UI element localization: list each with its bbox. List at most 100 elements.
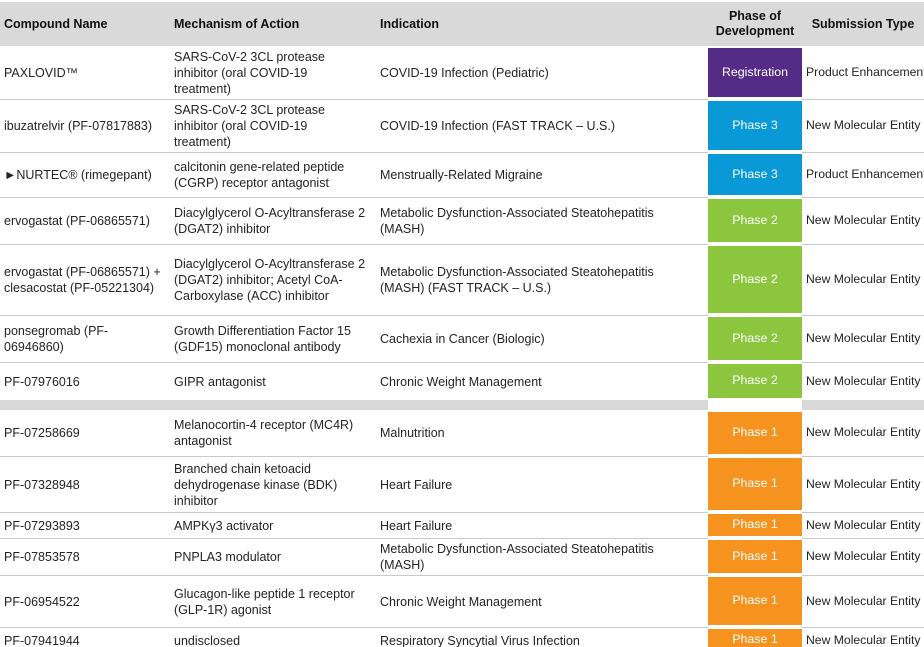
compound-cell: ervogastat (PF-06865571) + clesacostat (…	[0, 244, 170, 315]
phase-cell: Phase 2	[708, 315, 802, 362]
pipeline-table-body: PAXLOVID™ SARS-CoV-2 3CL protease inhibit…	[0, 46, 924, 647]
compound-cell: PF-07328948	[0, 456, 170, 512]
header-row: Compound Name Mechanism of Action Indica…	[0, 2, 924, 46]
separator-cell	[376, 400, 708, 410]
table-row: PF-07328948 Branched chain ketoacid dehyd…	[0, 456, 924, 512]
compound-cell: PF-07976016	[0, 362, 170, 400]
phase-badge: Phase 2	[708, 317, 802, 360]
phase-badge: Phase 1	[708, 629, 802, 647]
submission-cell: New Molecular Entity	[802, 456, 924, 512]
compound-cell: ►NURTEC® (rimegepant)	[0, 152, 170, 197]
table-row: PF-06954522 Glucagon-like peptide 1 recep…	[0, 575, 924, 627]
mechanism-cell: AMPKγ3 activator	[170, 512, 376, 538]
indication-cell: Metabolic Dysfunction-Associated Steatoh…	[376, 197, 708, 244]
indication-cell: Chronic Weight Management	[376, 575, 708, 627]
header-indication: Indication	[376, 2, 708, 46]
table-row: PF-07258669 Melanocortin-4 receptor (MC4R…	[0, 410, 924, 456]
section-separator	[0, 400, 924, 410]
phase-badge: Phase 1	[708, 577, 802, 625]
phase-badge: Phase 2	[708, 246, 802, 313]
separator-cell	[802, 400, 924, 410]
mechanism-cell: Branched chain ketoacid dehydrogenase ki…	[170, 456, 376, 512]
phase-cell: Phase 2	[708, 244, 802, 315]
table-row: PF-07293893 AMPKγ3 activator Heart Failure…	[0, 512, 924, 538]
indication-cell: Metabolic Dysfunction-Associated Steatoh…	[376, 244, 708, 315]
mechanism-cell: GIPR antagonist	[170, 362, 376, 400]
submission-cell: New Molecular Entity	[802, 575, 924, 627]
submission-cell: New Molecular Entity	[802, 99, 924, 152]
phase-cell: Phase 3	[708, 152, 802, 197]
compound-cell: PF-06954522	[0, 575, 170, 627]
mechanism-cell: PNPLA3 modulator	[170, 538, 376, 575]
mechanism-cell: undisclosed	[170, 627, 376, 647]
header-phase-of-development: Phase of Development	[708, 2, 802, 46]
compound-cell: PF-07293893	[0, 512, 170, 538]
table-row: PF-07976016 GIPR antagonist Chronic Weight…	[0, 362, 924, 400]
table-row: ervogastat (PF-06865571) + clesacostat (…	[0, 244, 924, 315]
phase-cell: Phase 1	[708, 538, 802, 575]
phase-badge: Phase 3	[708, 154, 802, 195]
indication-cell: Heart Failure	[376, 512, 708, 538]
submission-cell: New Molecular Entity	[802, 538, 924, 575]
phase-badge: Phase 2	[708, 364, 802, 398]
phase-badge: Registration	[708, 48, 802, 97]
submission-cell: New Molecular Entity	[802, 512, 924, 538]
phase-cell: Phase 1	[708, 456, 802, 512]
table-row: ponsegromab (PF-06946860) Growth Differen…	[0, 315, 924, 362]
phase-badge: Phase 1	[708, 412, 802, 454]
table-row: ibuzatrelvir (PF-07817883) SARS-CoV-2 3CL…	[0, 99, 924, 152]
indication-cell: Malnutrition	[380, 426, 445, 440]
phase-cell: Phase 1	[708, 627, 802, 647]
phase-badge: Phase 1	[708, 514, 802, 536]
phase-badge: Phase 1	[708, 458, 802, 510]
separator-cell	[708, 400, 802, 410]
phase-badge: Phase 2	[708, 199, 802, 242]
indication-cell: Metabolic Dysfunction-Associated Steatoh…	[376, 538, 708, 575]
phase-cell: Registration	[708, 46, 802, 99]
table-row: PF-07941944 undisclosed Respiratory Syncyt…	[0, 627, 924, 647]
header-mechanism-of-action: Mechanism of Action	[170, 2, 376, 46]
mechanism-cell: Diacylglycerol O-Acyltransferase 2 (DGAT…	[170, 197, 376, 244]
submission-cell: Product Enhancement	[802, 152, 924, 197]
phase-cell: Phase 2	[708, 362, 802, 400]
compound-cell: ervogastat (PF-06865571)	[0, 197, 170, 244]
header-submission-type: Submission Type	[802, 2, 924, 46]
table-row: ervogastat (PF-06865571) Diacylglycerol O…	[0, 197, 924, 244]
phase-cell: Phase 1	[708, 512, 802, 538]
submission-cell: New Molecular Entity	[806, 425, 921, 440]
table-row: ►NURTEC® (rimegepant) calcitonin gene-rel…	[0, 152, 924, 197]
submission-cell: New Molecular Entity	[802, 244, 924, 315]
header-compound-name: Compound Name	[0, 2, 170, 46]
separator-cell	[170, 400, 376, 410]
submission-cell: New Molecular Entity	[802, 197, 924, 244]
indication-cell: Chronic Weight Management	[376, 362, 708, 400]
indication-cell: Menstrually-Related Migraine	[376, 152, 708, 197]
indication-cell: Respiratory Syncytial Virus Infection	[376, 627, 708, 647]
mechanism-cell: Melanocortin-4 receptor (MC4R) antagonis…	[174, 418, 354, 448]
indication-cell: Cachexia in Cancer (Biologic)	[376, 315, 708, 362]
mechanism-cell: Glucagon-like peptide 1 receptor (GLP-1R…	[170, 575, 376, 627]
phase-cell: Phase 3	[708, 99, 802, 152]
table-header: Compound Name Mechanism of Action Indica…	[0, 2, 924, 46]
compound-cell: PAXLOVID™	[4, 65, 79, 80]
submission-cell: New Molecular Entity	[802, 627, 924, 647]
indication-cell: COVID-19 Infection (Pediatric)	[380, 65, 549, 80]
table-row: PAXLOVID™ SARS-CoV-2 3CL protease inhibit…	[0, 46, 924, 99]
compound-cell: ponsegromab (PF-06946860)	[0, 315, 170, 362]
mechanism-cell: Diacylglycerol O-Acyltransferase 2 (DGAT…	[170, 244, 376, 315]
phase-badge: Phase 1	[708, 540, 802, 573]
submission-cell: New Molecular Entity	[802, 362, 924, 400]
indication-cell: COVID-19 Infection (FAST TRACK – U.S.)	[376, 99, 708, 152]
compound-cell: ibuzatrelvir (PF-07817883)	[0, 99, 170, 152]
phase-cell: Phase 2	[708, 197, 802, 244]
compound-cell: PF-07941944	[0, 627, 170, 647]
compound-cell: PF-07258669	[4, 426, 80, 440]
table-row: PF-07853578 PNPLA3 modulator Metabolic Dys…	[0, 538, 924, 575]
mechanism-cell: SARS-CoV-2 3CL protease inhibitor (oral …	[170, 99, 376, 152]
phase-cell: Phase 1	[708, 575, 802, 627]
mechanism-cell: SARS-CoV-2 3CL protease inhibitor (oral …	[174, 49, 326, 96]
phase-cell: Phase 1	[708, 410, 802, 456]
mechanism-cell: Growth Differentiation Factor 15 (GDF15)…	[170, 315, 376, 362]
